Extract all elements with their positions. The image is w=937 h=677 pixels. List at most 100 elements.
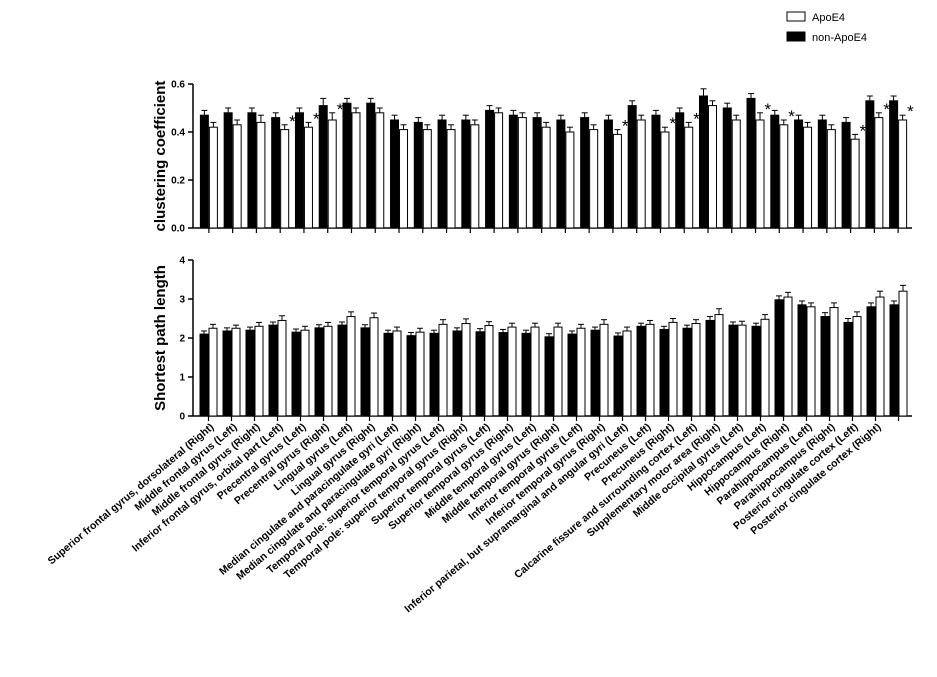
bar-non-apoe4 xyxy=(199,333,209,417)
bar-apoe4 xyxy=(850,138,860,229)
bar-non-apoe4 xyxy=(774,299,784,417)
bar-apoe4 xyxy=(415,331,425,417)
bar-apoe4 xyxy=(553,326,563,417)
bar-non-apoe4 xyxy=(794,119,804,229)
bar-apoe4 xyxy=(589,129,599,229)
significance-star: * xyxy=(669,114,676,133)
bar-apoe4 xyxy=(668,321,678,417)
bar-non-apoe4 xyxy=(390,119,400,229)
bar-apoe4 xyxy=(375,112,385,229)
bar-apoe4 xyxy=(829,307,839,417)
panel-shortest-path-length: 0 1 2 3 4 Shortest path length xyxy=(152,256,912,423)
bar-non-apoe4 xyxy=(865,100,875,229)
bar-non-apoe4 xyxy=(613,335,623,417)
y-tick-label: 2 xyxy=(179,334,185,345)
bar-apoe4 xyxy=(346,316,356,417)
bar-apoe4 xyxy=(399,129,409,229)
y-tick-label: 0.0 xyxy=(171,224,185,235)
significance-star: * xyxy=(788,107,795,126)
bar-apoe4 xyxy=(622,330,632,417)
bar-non-apoe4 xyxy=(366,102,376,229)
bar-non-apoe4 xyxy=(498,332,508,417)
bar-apoe4 xyxy=(731,119,741,229)
bar-non-apoe4 xyxy=(770,114,780,229)
bar-non-apoe4 xyxy=(475,331,485,417)
bar-apoe4 xyxy=(852,316,862,417)
bar-apoe4 xyxy=(327,119,337,229)
y-tick-label: 0.6 xyxy=(171,80,185,91)
bar-non-apoe4 xyxy=(532,117,542,229)
y-axis-title: clustering coefficient xyxy=(152,81,169,232)
y-axis-title: Shortest path length xyxy=(152,265,169,411)
y-tick-label: 0.4 xyxy=(171,128,185,139)
bar-non-apoe4 xyxy=(291,331,301,417)
bar-non-apoe4 xyxy=(659,328,669,417)
bar-non-apoe4 xyxy=(294,112,304,229)
significance-star: * xyxy=(860,121,867,140)
significance-star: * xyxy=(693,109,700,128)
significance-star: * xyxy=(765,100,772,119)
bar-non-apoe4 xyxy=(429,332,439,417)
bar-apoe4 xyxy=(755,119,765,229)
bar-non-apoe4 xyxy=(413,121,423,229)
bar-apoe4 xyxy=(231,327,241,417)
bar-apoe4 xyxy=(470,124,480,229)
bar-non-apoe4 xyxy=(866,306,876,417)
bar-non-apoe4 xyxy=(437,119,447,229)
significance-star: * xyxy=(907,102,914,121)
bar-non-apoe4 xyxy=(817,119,827,229)
bar-apoe4 xyxy=(446,129,456,229)
bar-non-apoe4 xyxy=(603,119,613,229)
y-tick-label: 0.2 xyxy=(171,176,185,187)
bar-non-apoe4 xyxy=(636,325,646,417)
bar-non-apoe4 xyxy=(682,327,692,417)
legend-label-apoe4: ApoE4 xyxy=(812,12,845,24)
bar-apoe4 xyxy=(422,129,432,229)
bar-non-apoe4 xyxy=(406,335,416,417)
bar-apoe4 xyxy=(351,112,361,229)
bar-apoe4 xyxy=(645,323,655,417)
legend-swatch-non-apoe4 xyxy=(786,31,806,42)
bar-apoe4 xyxy=(898,119,908,229)
bar-non-apoe4 xyxy=(590,329,600,417)
bar-non-apoe4 xyxy=(722,107,732,229)
bar-apoe4 xyxy=(277,319,287,417)
legend-label-non-apoe4: non-ApoE4 xyxy=(812,32,867,44)
significance-star: * xyxy=(313,109,320,128)
bar-non-apoe4 xyxy=(314,327,324,417)
legend-swatch-apoe4 xyxy=(786,11,806,22)
bar-non-apoe4 xyxy=(485,109,495,229)
bar-non-apoe4 xyxy=(521,332,531,417)
bar-apoe4 xyxy=(232,124,242,229)
significance-star: * xyxy=(883,100,890,119)
bar-apoe4 xyxy=(369,317,379,417)
bar-non-apoe4 xyxy=(580,117,590,229)
significance-star: * xyxy=(337,100,344,119)
bar-non-apoe4 xyxy=(544,336,554,417)
bar-apoe4 xyxy=(599,323,609,417)
bar-apoe4 xyxy=(803,126,813,229)
bar-non-apoe4 xyxy=(342,102,352,229)
y-tick-label: 1 xyxy=(179,373,185,384)
bar-apoe4 xyxy=(636,119,646,229)
bar-apoe4 xyxy=(875,296,885,417)
bar-non-apoe4 xyxy=(360,327,370,417)
bar-apoe4 xyxy=(806,306,816,417)
bar-apoe4 xyxy=(612,133,622,229)
bar-apoe4 xyxy=(254,325,264,417)
bar-non-apoe4 xyxy=(820,316,830,417)
bar-non-apoe4 xyxy=(567,333,577,417)
bar-non-apoe4 xyxy=(383,332,393,417)
bar-apoe4 xyxy=(783,296,793,417)
bar-apoe4 xyxy=(779,124,789,229)
bar-non-apoe4 xyxy=(705,319,715,417)
significance-star: * xyxy=(622,117,629,136)
bar-non-apoe4 xyxy=(223,112,233,229)
bar-apoe4 xyxy=(323,325,333,417)
bar-non-apoe4 xyxy=(245,329,255,417)
y-tick-label: 3 xyxy=(179,295,185,306)
bar-apoe4 xyxy=(392,330,402,417)
bar-apoe4 xyxy=(438,323,448,417)
